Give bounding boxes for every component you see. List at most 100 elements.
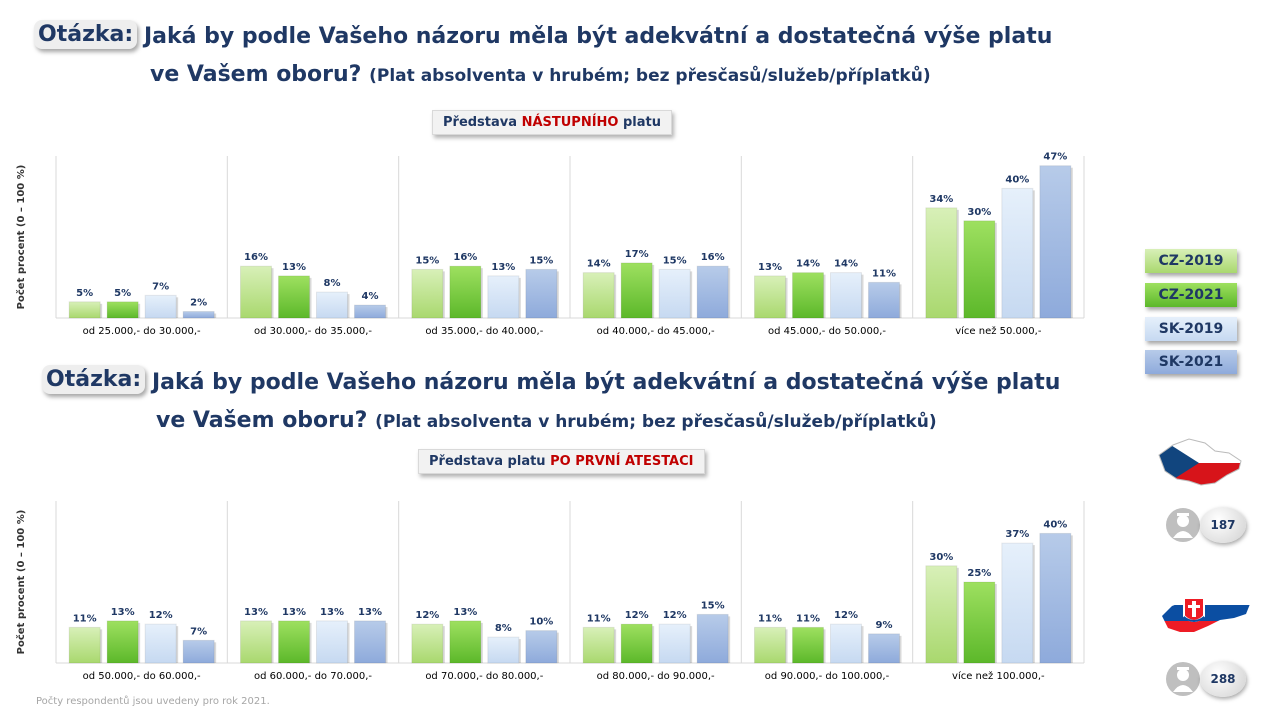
data-label: 2% (190, 298, 207, 309)
data-label: 5% (76, 288, 93, 299)
data-label: 16% (244, 252, 268, 263)
legend-sk-2019: SK-2019 (1145, 317, 1237, 341)
respondent-cz-person-icon (1166, 508, 1200, 542)
bar-cz-2021-2 (449, 265, 482, 319)
question-text2-1: ve Vašem oboru? (150, 62, 362, 87)
data-label: 13% (758, 262, 782, 273)
data-label: 11% (587, 613, 611, 624)
data-label: 9% (876, 620, 893, 631)
chart-salary-after-attestation: Počet procent (0 – 100 %) 11% 13% 12% 7% od 5… (15, 501, 1085, 682)
bar-cz-2019-5 (925, 565, 958, 664)
bar-sk-2019-1 (316, 620, 348, 664)
data-label: 30% (967, 207, 991, 218)
data-label: 13% (453, 607, 477, 618)
chart1-subtitle: Představa NÁSTUPNÍHO platu (432, 110, 672, 135)
data-label: 14% (834, 259, 858, 270)
bar-cz-2021-3 (620, 623, 653, 664)
bar-sk-2021-0 (182, 311, 215, 319)
data-label: 14% (796, 259, 820, 270)
category-tick-label: od 70.000,- do 80.000,- (425, 671, 543, 682)
bar-sk-2019-0 (144, 294, 177, 319)
data-label: 12% (834, 610, 858, 621)
question-text-1: Jaká by podle Vašeho názoru měla být ade… (144, 24, 1053, 49)
bar-sk-2021-4 (868, 281, 900, 319)
data-label: 40% (1043, 519, 1067, 530)
bar-cz-2019-4 (754, 275, 786, 319)
data-label: 11% (758, 613, 782, 624)
bar-cz-2019-3 (582, 272, 615, 319)
data-label: 16% (453, 252, 477, 263)
chart1-subtitle-highlight: NÁSTUPNÍHO (521, 115, 619, 130)
bar-cz-2021-2 (449, 620, 482, 664)
data-label: 12% (625, 610, 649, 621)
data-label: 7% (190, 626, 207, 637)
bar-cz-2019-4 (754, 626, 786, 664)
legend-cz-2019: CZ-2019 (1145, 249, 1237, 273)
data-label: 37% (1005, 529, 1029, 540)
data-label: 5% (114, 288, 131, 299)
category-tick-label: více než 50.000,- (955, 325, 1042, 337)
bar-cz-2021-5 (963, 220, 996, 319)
chart1-subtitle-pre: Představa (443, 115, 522, 130)
question-label-2: Otázka: (42, 365, 146, 394)
y-axis-label: Počet procent (0 – 100 %) (15, 165, 27, 310)
bar-cz-2019-2 (411, 268, 444, 319)
bar-sk-2019-4 (830, 272, 862, 319)
data-label: 13% (320, 607, 344, 618)
data-label: 13% (491, 262, 515, 273)
bar-sk-2019-5 (1001, 542, 1034, 664)
bar-sk-2021-3 (696, 613, 729, 664)
data-label: 12% (149, 610, 173, 621)
data-label: 11% (73, 613, 97, 624)
bar-sk-2021-5 (1039, 532, 1072, 664)
bar-cz-2019-1 (240, 620, 272, 664)
category-tick-label: od 40.000,- do 45.000,- (597, 326, 715, 337)
czech-flag-map-icon (1158, 438, 1242, 486)
bar-sk-2021-0 (182, 639, 215, 664)
data-label: 12% (663, 610, 687, 621)
data-label: 15% (663, 255, 687, 266)
data-label: 8% (324, 278, 341, 289)
data-label: 15% (529, 255, 553, 266)
data-label: 13% (244, 607, 268, 618)
category-tick-label: více než 100.000,- (952, 670, 1045, 682)
chart2-subtitle: Představa platu PO PRVNÍ ATESTACI (418, 449, 705, 474)
data-label: 25% (967, 568, 991, 579)
data-label: 34% (929, 194, 953, 205)
bar-sk-2019-5 (1001, 187, 1034, 319)
bar-sk-2021-4 (868, 633, 900, 664)
data-label: 8% (495, 623, 512, 634)
data-label: 13% (282, 607, 306, 618)
data-label: 11% (872, 268, 896, 279)
category-tick-label: od 50.000,- do 60.000,- (83, 671, 201, 682)
bar-sk-2021-5 (1039, 165, 1072, 319)
question-text-2: Jaká by podle Vašeho názoru měla být ade… (152, 370, 1061, 395)
respondent-count-cz: 187 (1200, 507, 1246, 543)
data-label: 14% (587, 259, 611, 270)
data-label: 10% (529, 617, 553, 628)
y-axis-label: Počet procent (0 – 100 %) (15, 510, 27, 655)
chart2-subtitle-highlight: PO PRVNÍ ATESTACI (550, 454, 694, 469)
bar-sk-2021-2 (525, 268, 558, 319)
bar-cz-2019-0 (68, 301, 101, 319)
bar-sk-2019-2 (487, 275, 520, 319)
question-text2-2: ve Vašem oboru? (156, 408, 368, 433)
question-label-1: Otázka: (34, 20, 138, 49)
bar-sk-2021-2 (525, 630, 558, 664)
category-tick-label: od 90.000,- do 100.000,- (765, 671, 890, 682)
chart-starting-salary: Počet procent (0 – 100 %) 5% 5% 7% 2% od 25.0… (15, 152, 1085, 337)
bar-cz-2021-4 (792, 272, 824, 319)
bar-cz-2019-2 (411, 623, 444, 664)
footnote: Počty respondentů jsou uvedeny pro rok 2… (36, 696, 270, 707)
question-line2-2: ve Vašem oboru? (Plat absolventa v hrubé… (156, 408, 937, 433)
data-label: 13% (111, 607, 135, 618)
bar-sk-2019-0 (144, 623, 177, 664)
bar-cz-2021-5 (963, 581, 996, 664)
bar-cz-2019-0 (68, 626, 101, 664)
data-label: 40% (1005, 174, 1029, 185)
bar-cz-2019-1 (240, 265, 272, 319)
bar-cz-2021-3 (620, 262, 653, 319)
category-tick-label: od 25.000,- do 30.000,- (83, 326, 201, 337)
data-label: 4% (362, 291, 379, 302)
data-label: 11% (796, 613, 820, 624)
